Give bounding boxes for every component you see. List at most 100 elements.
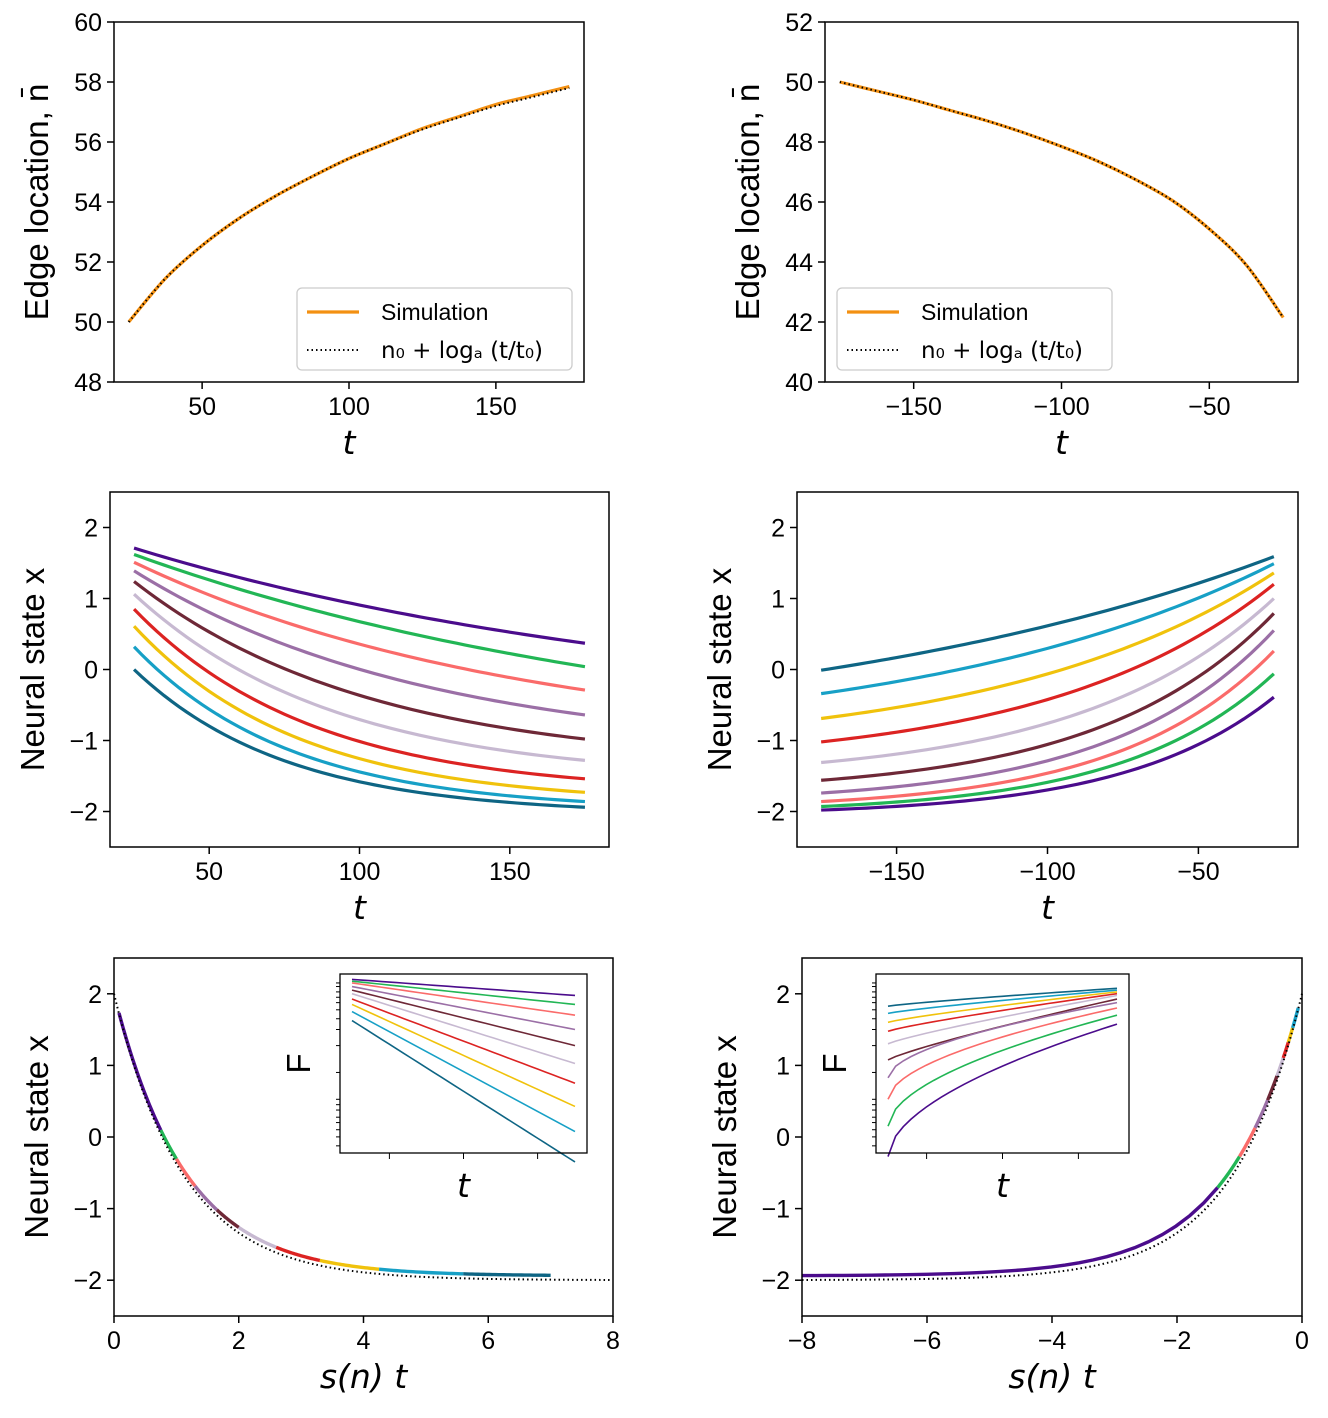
plot-frame [113,21,585,383]
y-axis-label: Neural state x [701,567,738,771]
collapse-segment [275,1245,321,1263]
y-tick-label: 2 [88,981,102,1009]
y-tick-label: 1 [84,586,98,614]
series-line-s2 [133,552,586,669]
inset-line [351,985,576,1031]
inset-line [887,1007,1118,1100]
x-tick-label: −150 [886,393,942,421]
legend-label: n₀ + logₐ (t/t₀) [921,338,1083,364]
inset-line [351,1010,576,1133]
plot-frame [113,957,614,1317]
plot-frame [824,21,1299,383]
inset-line [351,980,576,1006]
y-tick-label: 2 [84,515,98,543]
collapse-segment [193,1184,219,1212]
x-tick-label: 150 [489,858,531,886]
x-tick-label: 50 [195,858,223,886]
inset-line [351,989,576,1047]
series-line-s9 [132,645,586,804]
inset-bg [340,974,587,1153]
y-tick-label: 1 [776,1052,790,1080]
x-axis-label: t [1041,888,1055,927]
series-line-s5 [820,597,1275,765]
theory-line [127,87,570,323]
chart-p2: −150 −100 −50 40 42 44 46 48 50 52 t Edge location,… [729,9,1299,462]
y-tick-label: 54 [74,189,102,217]
x-tick-label: −50 [1177,858,1219,886]
y-tick-label: 52 [785,9,813,37]
y-tick-label: −2 [756,799,785,827]
x-tick-label: −2 [1163,1327,1192,1355]
y-tick-label: 48 [785,129,813,157]
x-tick-label: 6 [481,1327,495,1355]
series-line-s4 [133,569,586,717]
legend: Simulation n₀ + logₐ (t/t₀) [296,287,573,371]
inset-line [351,998,576,1084]
collapse-segment [1275,1057,1285,1077]
y-tick-label: 56 [74,129,102,157]
x-tick-label: −150 [868,858,924,886]
inset-line [887,991,1118,1024]
y-tick-label: −2 [761,1267,790,1295]
x-axis-label: t [1055,423,1069,462]
series-line-s1 [133,546,586,645]
inset-frame [339,973,588,1154]
inset-line [887,994,1118,1045]
collapse-segment [1216,1155,1241,1189]
y-tick-label: 0 [776,1124,790,1152]
inset-line [351,1019,576,1163]
plot-frame [109,491,610,848]
legend-label: Simulation [381,299,488,325]
inset-line [887,987,1118,1008]
series-line-s2 [820,562,1275,696]
x-tick-label: 0 [1295,1327,1309,1355]
collapse-segment [1286,1027,1295,1043]
collapse-segment [159,1129,178,1160]
y-tick-label: 50 [785,69,813,97]
collapse-segment [463,1272,551,1278]
legend-label: Simulation [921,299,1028,325]
collapse-segment [215,1208,240,1229]
y-axis-label: Edge location, n̄ [729,84,766,321]
x-tick-label: 100 [339,858,381,886]
y-tick-label: −1 [73,1196,102,1224]
plot-frame [801,957,1303,1317]
x-tick-label: 100 [328,393,370,421]
series-line-s1 [820,555,1275,672]
collapse-segment [237,1225,277,1249]
legend: Simulation n₀ + logₐ (t/t₀) [836,287,1113,371]
inset-line [887,1014,1118,1127]
y-tick-label: 48 [74,369,102,397]
series-line-s6 [132,593,586,762]
series-line-s9 [821,672,1275,809]
x-axis-label: t [343,423,357,462]
x-tick-label: 50 [188,393,216,421]
series-line-s7 [132,608,586,781]
collapse-segment [174,1158,197,1188]
y-tick-label: 2 [776,981,790,1009]
inset-line [887,989,1118,1015]
chart-p4: −150 −100 −50 −2 −1 0 1 2 t Neural state x [701,491,1299,927]
simulation-line [839,80,1285,319]
inset-line [351,992,576,1065]
x-axis-label: t [353,888,367,927]
y-tick-label: 1 [88,1052,102,1080]
inset-line [351,982,576,1016]
y-axis-label: Neural state x [706,1035,743,1239]
inset-line [887,992,1118,1033]
inset-line [887,1001,1118,1079]
theory-line [839,81,1285,319]
inset-x-label: t [996,1166,1010,1205]
inset-frame [875,973,1130,1154]
legend-label: n₀ + logₐ (t/t₀) [381,338,543,364]
series-line-s10 [132,668,586,809]
inset-y-label: F [816,1053,853,1073]
y-tick-label: 60 [74,9,102,37]
collapse-segment [801,1186,1219,1278]
legend-box [836,287,1113,371]
y-axis-label: Neural state x [14,567,51,771]
inset-bg [876,974,1129,1153]
inset-line [351,1003,576,1108]
